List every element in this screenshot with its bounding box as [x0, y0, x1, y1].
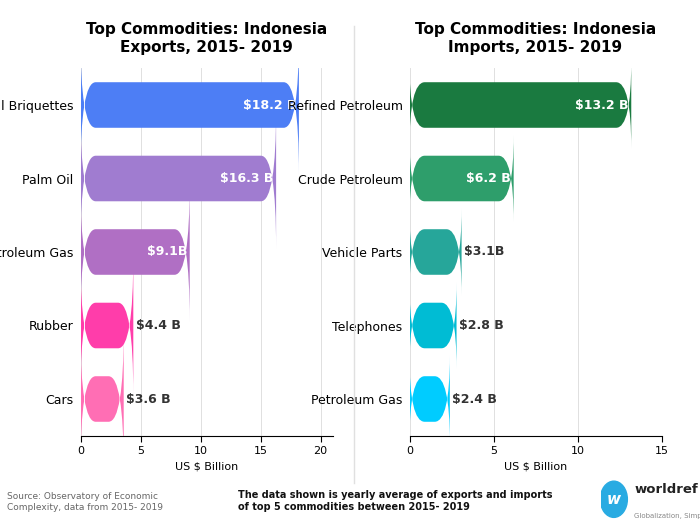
Text: Source: Observatory of Economic
Complexity, data from 2015- 2019: Source: Observatory of Economic Complexi…	[7, 492, 163, 512]
Text: $3.1B: $3.1B	[464, 246, 505, 258]
FancyBboxPatch shape	[410, 61, 631, 149]
Text: The data shown is yearly average of exports and imports
of top 5 commodities bet: The data shown is yearly average of expo…	[238, 490, 552, 512]
Title: Top Commodities: Indonesia
Imports, 2015- 2019: Top Commodities: Indonesia Imports, 2015…	[415, 22, 656, 55]
Text: $9.1B: $9.1B	[147, 246, 187, 258]
Text: $13.2 B: $13.2 B	[575, 99, 629, 111]
Text: $3.6 B: $3.6 B	[126, 393, 171, 405]
FancyBboxPatch shape	[80, 256, 133, 395]
FancyBboxPatch shape	[410, 282, 456, 369]
X-axis label: US $ Billion: US $ Billion	[175, 461, 238, 472]
Circle shape	[601, 481, 627, 518]
Text: $4.4 B: $4.4 B	[136, 319, 181, 332]
Text: $18.2 B: $18.2 B	[243, 99, 296, 111]
FancyBboxPatch shape	[80, 109, 276, 248]
FancyBboxPatch shape	[410, 208, 461, 296]
Text: $16.3 B: $16.3 B	[220, 172, 274, 185]
Text: w: w	[607, 492, 621, 507]
FancyBboxPatch shape	[410, 355, 450, 443]
Text: Globalization, Simplified.: Globalization, Simplified.	[634, 513, 700, 519]
FancyBboxPatch shape	[410, 135, 514, 222]
Title: Top Commodities: Indonesia
Exports, 2015- 2019: Top Commodities: Indonesia Exports, 2015…	[86, 22, 327, 55]
Text: $2.4 B: $2.4 B	[452, 393, 497, 405]
X-axis label: US $ Billion: US $ Billion	[504, 461, 567, 472]
FancyBboxPatch shape	[80, 35, 299, 175]
FancyBboxPatch shape	[80, 329, 124, 469]
Text: $2.8 B: $2.8 B	[459, 319, 504, 332]
Text: worldref: worldref	[634, 483, 698, 496]
Text: $6.2 B: $6.2 B	[466, 172, 511, 185]
FancyBboxPatch shape	[80, 182, 190, 322]
